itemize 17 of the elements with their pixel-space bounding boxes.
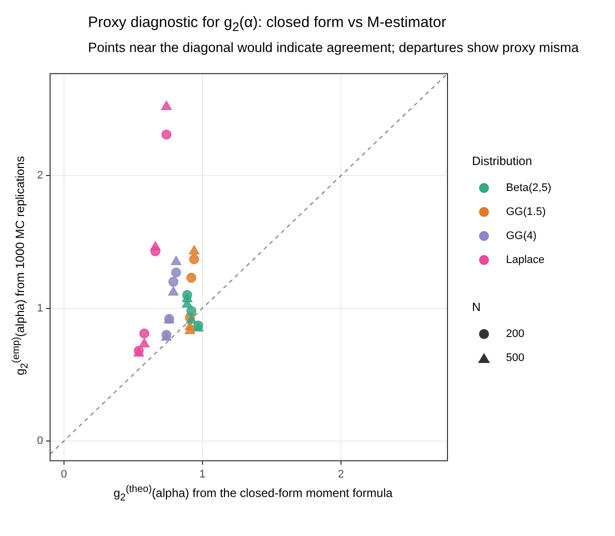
y-tick-label: 2: [36, 170, 44, 182]
x-tick-label: 2: [338, 468, 344, 480]
x-tick-label: 1: [199, 468, 206, 480]
text: N: [472, 300, 482, 314]
y-tick-label: 0: [36, 434, 44, 447]
legend-label: GG(4): [506, 230, 537, 242]
chart-subtitle: Points near the diagonal would indicate agreement; departures show proxy misma: [88, 40, 580, 55]
x-tick-label: 0: [60, 468, 68, 480]
y-tick-label: 1: [36, 302, 44, 314]
text: 200: [506, 328, 524, 340]
chart-title: Proxy diagnostic for g$_{2}$(α): closed form vs M-estimator: [88, 14, 446, 34]
x-axis-title: g$_{2}$$^{(theo)}$(alpha) from the closed-form moment formula: [112, 484, 394, 504]
text: 500: [506, 352, 524, 364]
legend-label: Beta(2,5): [506, 182, 552, 194]
legend-label: GG(1.5): [506, 206, 546, 218]
legend-label: Laplace: [506, 254, 545, 266]
legend-title: Distribution: [472, 154, 534, 168]
